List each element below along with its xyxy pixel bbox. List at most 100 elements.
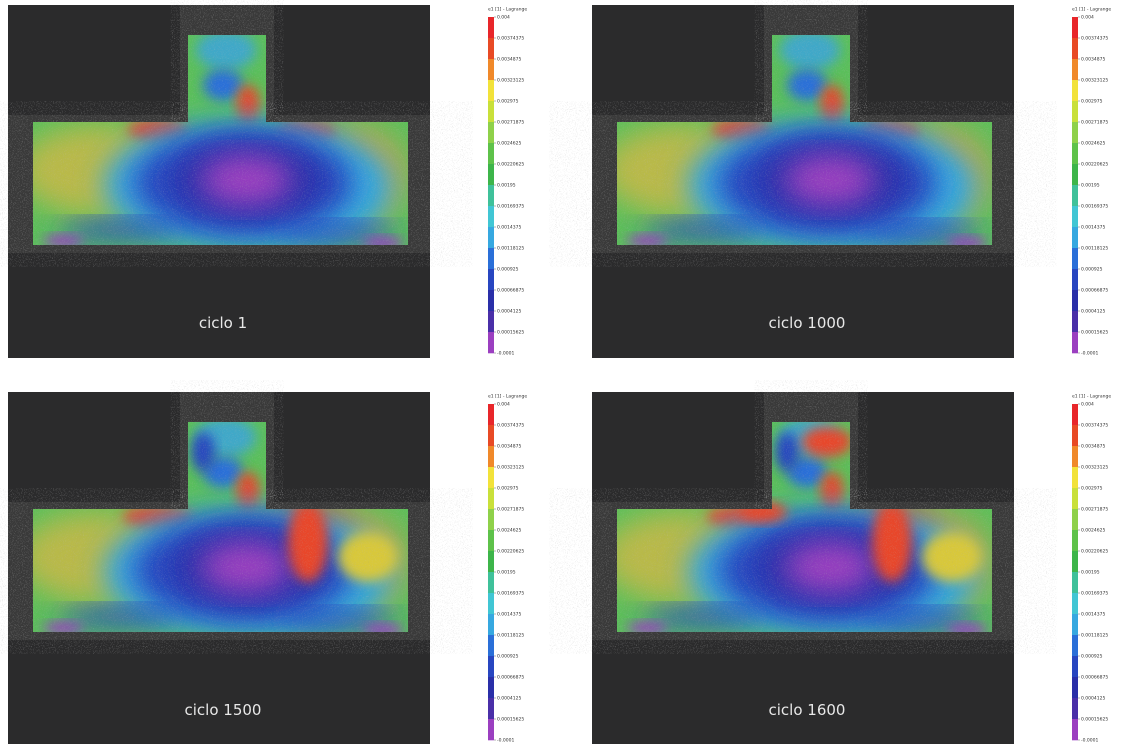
colorbar-tick-label: 0.00066875 — [497, 288, 524, 294]
colorbar-tick-label: 0.0034875 — [1081, 57, 1105, 63]
colorbar-band — [1072, 17, 1078, 38]
colorbar-band — [488, 698, 494, 719]
colorbar-tick-label: 0.002975 — [497, 99, 519, 105]
colorbar-tick-label: 0.00323125 — [1081, 78, 1108, 84]
colorbar-band — [488, 332, 494, 353]
colorbar-tick-label: 0.0034875 — [1081, 444, 1105, 450]
colorbar-band — [1072, 59, 1078, 80]
colorbar-tick-label: 0.002975 — [1081, 486, 1103, 492]
colorbar-band — [488, 164, 494, 185]
colorbar-band — [1072, 248, 1078, 269]
colorbar-band — [1072, 677, 1078, 698]
colorbar-band — [1072, 446, 1078, 467]
colorbar-tick-label: 0.00374375 — [1081, 36, 1108, 42]
colorbar-tick-label: 0.00015625 — [497, 717, 524, 723]
colorbar-band — [1072, 269, 1078, 290]
panel-label: ciclo 1600 — [769, 701, 846, 719]
colorbar-tick-label: 0.00015625 — [1081, 330, 1108, 336]
colorbar-tick-label: 0.0014375 — [1081, 612, 1105, 618]
colorbar-title: e1 [1] - Lagrange — [1072, 7, 1111, 13]
colorbar-band — [488, 425, 494, 446]
panel-label: ciclo 1500 — [185, 701, 262, 719]
colorbar-band — [1072, 143, 1078, 164]
colorbar-tick-label: 0.00271875 — [1081, 120, 1108, 126]
colorbar-tick-label: 0.00374375 — [497, 423, 524, 429]
colorbar-tick-label: 0.00220625 — [1081, 162, 1108, 168]
colorbar-band — [1072, 656, 1078, 677]
colorbar-tick-label: 0.0034875 — [497, 444, 521, 450]
colorbar-tick-label: 0.0024625 — [1081, 528, 1105, 534]
colorbar-band — [1072, 551, 1078, 572]
panel: ciclo 1000 e1 [1] - Lagrange 0.004 0.003743… — [592, 5, 1111, 358]
panel: ciclo 1e1 [1] - Lagrange0.0040.003743750… — [8, 5, 527, 358]
colorbar-band — [1072, 593, 1078, 614]
colorbar-band — [1072, 164, 1078, 185]
colorbar-band — [1072, 227, 1078, 248]
colorbar-tick-label: 0.00066875 — [497, 675, 524, 681]
colorbar-tick-label: 0.000925 — [497, 654, 519, 660]
colorbar-tick-label: 0.00271875 — [1081, 507, 1108, 513]
colorbar-band — [488, 38, 494, 59]
colorbar-tick-label: 0.000925 — [1081, 654, 1103, 660]
colorbar-band — [488, 635, 494, 656]
colorbar-tick-label: 0.00374375 — [497, 36, 524, 42]
colorbar-tick-label: 0.00015625 — [497, 330, 524, 336]
colorbar-tick-label: 0.004 — [497, 402, 510, 408]
colorbar-tick-label: 0.0034875 — [497, 57, 521, 63]
colorbar-band — [488, 59, 494, 80]
colorbar-band — [488, 185, 494, 206]
colorbar-band — [488, 677, 494, 698]
colorbar-band — [1072, 614, 1078, 635]
panel-label: ciclo 1000 — [769, 314, 846, 332]
colorbar-tick-label: 0.00169375 — [497, 204, 524, 210]
colorbar-tick-label: 0.00066875 — [1081, 675, 1108, 681]
page: ciclo 1e1 [1] - Lagrange0.0040.003743750… — [0, 0, 1121, 744]
colorbar-tick-label: 0.002975 — [497, 486, 519, 492]
figure: ciclo 1e1 [1] - Lagrange0.0040.003743750… — [0, 0, 1121, 744]
colorbar-tick-label: 0.0004125 — [497, 696, 521, 702]
colorbar-band — [1072, 332, 1078, 353]
colorbar-tick-label: 0.0004125 — [1081, 309, 1105, 315]
colorbar-band — [1072, 38, 1078, 59]
colorbar-tick-label: 0.004 — [1081, 15, 1094, 21]
colorbar-band — [1072, 101, 1078, 122]
colorbar-band — [488, 311, 494, 332]
panel-label: ciclo 1 — [199, 314, 247, 332]
colorbar-tick-label: 0.00271875 — [497, 120, 524, 126]
colorbar-tick-label: 0.00169375 — [497, 591, 524, 597]
colorbar-band — [488, 446, 494, 467]
panel: ciclo 1600 e1 [1] - Lagrange0.0040.003743… — [592, 392, 1111, 744]
colorbar-band — [488, 143, 494, 164]
colorbar-title: e1 [1] - Lagrange — [488, 7, 527, 13]
colorbar-band — [1072, 311, 1078, 332]
colorbar-band — [488, 656, 494, 677]
colorbar-tick-label: 0.00323125 — [497, 465, 524, 471]
colorbar-tick-label: 0.00374375 — [1081, 423, 1108, 429]
colorbar-band — [488, 467, 494, 488]
colorbar-band — [488, 101, 494, 122]
colorbar-tick-label: 0.00118125 — [1081, 246, 1108, 252]
colorbar: e1 [1] - Lagrange0.0040.003743750.003487… — [1072, 394, 1111, 744]
colorbar-band — [488, 269, 494, 290]
colorbar-tick-label: 0.00271875 — [497, 507, 524, 513]
colorbar-band — [1072, 719, 1078, 740]
colorbar-band — [488, 227, 494, 248]
colorbar-tick-label: 0.0024625 — [497, 528, 521, 534]
colorbar-tick-label: 0.00195 — [497, 183, 516, 189]
colorbar-tick-label: 0.00220625 — [497, 162, 524, 168]
colorbar-tick-label: 0.000925 — [497, 267, 519, 273]
colorbar-tick-label: 0.0004125 — [497, 309, 521, 315]
colorbar-band — [1072, 206, 1078, 227]
colorbar-tick-label: 0.00323125 — [497, 78, 524, 84]
colorbar-tick-label: 0.0024625 — [1081, 141, 1105, 147]
colorbar-band — [1072, 530, 1078, 551]
colorbar-band — [1072, 80, 1078, 101]
colorbar-band — [1072, 185, 1078, 206]
colorbar-band — [1072, 572, 1078, 593]
colorbar-tick-label: 0.00118125 — [497, 633, 524, 639]
colorbar-title: e1 [1] - Lagrange — [488, 394, 527, 400]
colorbar-tick-label: -0.0001 — [1081, 738, 1099, 744]
colorbar-band — [1072, 425, 1078, 446]
colorbar-band — [1072, 698, 1078, 719]
colorbar-tick-label: 0.00220625 — [1081, 549, 1108, 555]
